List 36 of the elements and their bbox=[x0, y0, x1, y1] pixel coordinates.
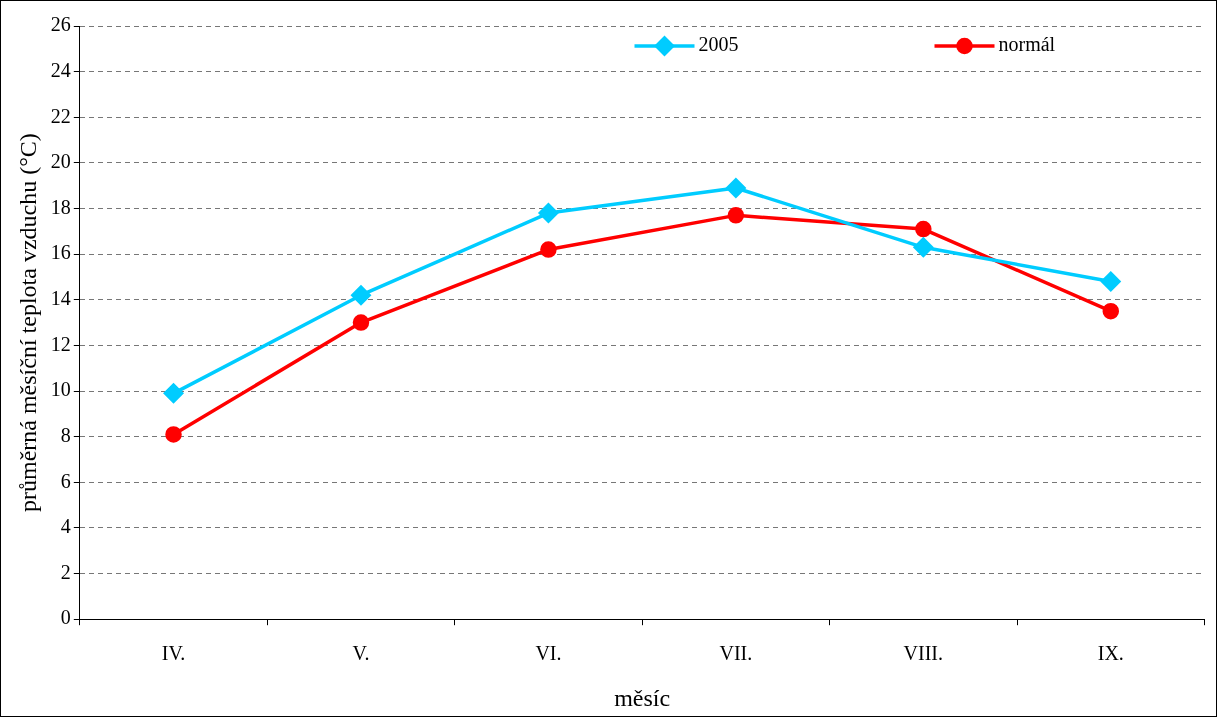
point bbox=[1101, 271, 1121, 292]
point bbox=[538, 203, 559, 223]
point bbox=[727, 207, 745, 224]
y-tick-label: 20 bbox=[50, 150, 71, 173]
y-tick-label: 22 bbox=[50, 104, 71, 127]
y-tick-label: 12 bbox=[50, 332, 71, 355]
point bbox=[913, 237, 934, 258]
y-tick-label: 2 bbox=[60, 560, 71, 583]
y-tick-label: 10 bbox=[50, 378, 71, 401]
x-tick-label: V. bbox=[352, 642, 370, 665]
point bbox=[163, 383, 184, 404]
y-tick-label: 16 bbox=[50, 241, 71, 264]
point bbox=[165, 426, 182, 443]
point bbox=[915, 220, 932, 238]
y-tick-label: 8 bbox=[60, 423, 71, 446]
y-tick-label: 0 bbox=[60, 606, 71, 629]
x-tick-label: VII. bbox=[719, 642, 753, 665]
x-tick-label: IX. bbox=[1097, 642, 1124, 665]
legend-label: normál bbox=[998, 33, 1056, 56]
y-tick-label: 24 bbox=[50, 58, 71, 81]
legend-label: 2005 bbox=[698, 33, 739, 56]
x-axis-title: měsíc bbox=[614, 684, 671, 711]
y-tick-label: 26 bbox=[50, 13, 71, 36]
y-tick-label: 6 bbox=[60, 469, 71, 492]
y-tick-label: 14 bbox=[50, 287, 71, 310]
x-tick-label: IV. bbox=[161, 642, 186, 665]
x-tick-label: VIII. bbox=[903, 642, 944, 665]
point bbox=[540, 241, 557, 258]
point bbox=[1102, 302, 1120, 320]
point bbox=[726, 178, 746, 198]
y-tick-label: 4 bbox=[60, 515, 71, 538]
point bbox=[352, 314, 370, 331]
x-tick-label: VI. bbox=[535, 642, 562, 665]
point bbox=[351, 285, 371, 305]
y-tick-label: 18 bbox=[50, 195, 71, 218]
y-axis-title: průměrná měsíční teplota vzduchu (°C) bbox=[14, 133, 41, 513]
